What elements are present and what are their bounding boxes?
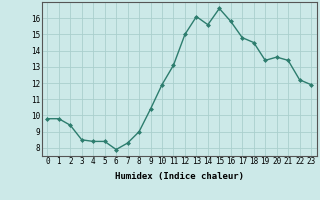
X-axis label: Humidex (Indice chaleur): Humidex (Indice chaleur) [115,172,244,181]
